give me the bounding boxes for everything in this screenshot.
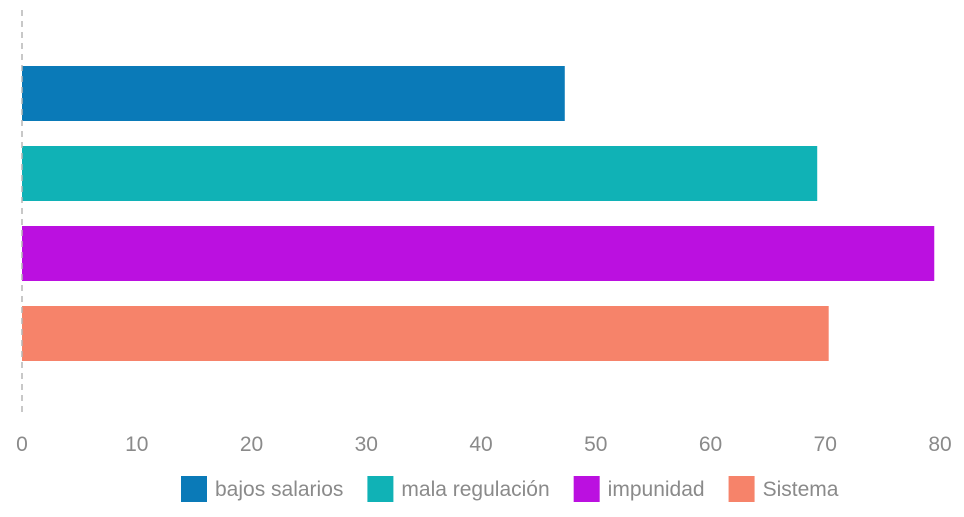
x-tick-label: 80 xyxy=(928,433,951,456)
legend-label: Sistema xyxy=(763,478,839,501)
legend-swatch xyxy=(181,476,207,502)
legend-label: mala regulación xyxy=(401,478,549,501)
legend-swatch xyxy=(573,476,600,502)
legend-label: bajos salarios xyxy=(215,478,343,501)
x-tick-label: 50 xyxy=(584,433,607,456)
legend: bajos salarios mala regulación impunidad Si… xyxy=(181,476,839,502)
legend-item[interactable]: Sistema xyxy=(728,476,839,502)
x-tick-label: 20 xyxy=(240,433,263,456)
bar-bajos-salarios[interactable] xyxy=(22,66,565,121)
x-axis-ticks: 0 10 20 30 40 50 60 70 80 xyxy=(16,433,952,456)
x-tick-label: 30 xyxy=(355,433,378,456)
legend-item[interactable]: mala regulación xyxy=(367,476,550,502)
bar-mala-regulación[interactable] xyxy=(22,146,818,201)
legend-item[interactable]: bajos salarios xyxy=(181,476,343,502)
bars-group xyxy=(22,66,935,361)
bar-impunidad[interactable] xyxy=(22,226,935,281)
legend-swatch xyxy=(367,476,394,502)
x-tick-label: 10 xyxy=(125,433,148,456)
legend-label: impunidad xyxy=(608,478,705,501)
legend-swatch xyxy=(728,476,755,502)
bar-sistema[interactable] xyxy=(22,306,829,361)
x-tick-label: 60 xyxy=(699,433,722,456)
x-tick-label: 40 xyxy=(469,433,492,456)
legend-item[interactable]: impunidad xyxy=(573,476,705,502)
x-tick-label: 70 xyxy=(814,433,837,456)
x-tick-label: 0 xyxy=(16,433,28,456)
